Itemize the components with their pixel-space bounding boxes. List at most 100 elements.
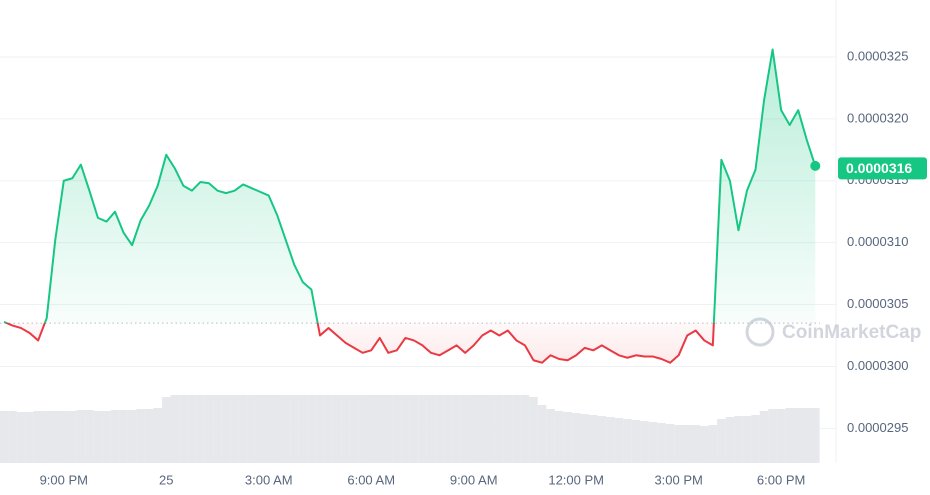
volume-bar: [691, 425, 701, 463]
volume-bar: [469, 395, 478, 463]
volume-bar: [153, 408, 162, 463]
x-tick-label: 12:00 PM: [548, 472, 604, 487]
volume-bar: [571, 413, 581, 463]
volume-bar: [170, 395, 180, 463]
volume-bar: [264, 395, 274, 463]
volume-bar: [409, 395, 419, 463]
volume-bar: [486, 395, 496, 463]
volume-bar: [25, 412, 34, 463]
volume-bar: [50, 411, 60, 463]
y-tick-label: 0.0000325: [847, 48, 908, 63]
y-tick-label: 0.0000310: [847, 234, 908, 249]
volume-bar: [477, 395, 487, 463]
volume-bar: [606, 417, 615, 463]
last-point: [810, 160, 821, 171]
volume-bar: [742, 416, 752, 463]
volume-bar: [290, 395, 299, 463]
volume-bar: [68, 411, 77, 463]
volume-bar: [196, 395, 205, 463]
volume-bar: [93, 411, 103, 463]
volume-bar: [811, 408, 820, 463]
x-tick-label: 25: [159, 472, 173, 487]
volume-bar: [674, 425, 683, 463]
volume-bar: [435, 395, 444, 463]
volume-bar: [495, 395, 504, 463]
volume-bar: [255, 395, 265, 463]
volume-bar: [700, 426, 709, 463]
price-tag-label: 0.0000316: [846, 160, 912, 176]
volume-bar: [179, 395, 188, 463]
volume-bar: [520, 395, 530, 463]
volume-bar: [110, 410, 120, 463]
volume-bar: [341, 395, 350, 463]
volume-bar: [537, 405, 547, 463]
y-tick-label: 0.0000300: [847, 358, 908, 373]
volume-bar: [426, 395, 436, 463]
volume-bar: [119, 410, 128, 463]
volume-bar: [580, 414, 589, 463]
volume-bar: [307, 395, 316, 463]
volume-bar: [127, 410, 137, 463]
volume-bar: [349, 395, 359, 463]
volume-bar: [213, 395, 222, 463]
volume-bar: [332, 395, 342, 463]
x-tick-label: 6:00 AM: [347, 472, 395, 487]
volume-bar: [366, 395, 376, 463]
x-tick-label: 9:00 PM: [40, 472, 88, 487]
volume-bar: [759, 411, 769, 463]
volume-bar: [546, 409, 555, 463]
volume-bar: [640, 421, 649, 463]
volume-bar: [802, 408, 812, 463]
volume-bar: [42, 411, 51, 463]
volume-bar: [392, 395, 402, 463]
volume-bar: [59, 411, 69, 463]
volume-bar: [281, 395, 291, 463]
volume-bar: [230, 395, 239, 463]
volume-bar: [187, 395, 197, 463]
volume-bar: [161, 397, 171, 463]
volume-bar: [273, 395, 282, 463]
volume-bar: [588, 415, 598, 463]
x-tick-label: 6:00 PM: [757, 472, 805, 487]
volume-bar: [529, 397, 538, 463]
y-tick-label: 0.0000320: [847, 110, 908, 125]
volume-bar: [144, 409, 154, 463]
volume-bar: [136, 409, 145, 463]
volume-bar: [247, 395, 256, 463]
volume-bar: [85, 410, 94, 463]
volume-bar: [725, 417, 735, 463]
volume-bar: [102, 411, 111, 463]
x-tick-label: 3:00 AM: [245, 472, 293, 487]
volume-bar: [657, 423, 666, 463]
x-tick-label: 3:00 PM: [654, 472, 702, 487]
volume-bar: [76, 410, 86, 463]
volume-bar: [682, 425, 692, 463]
price-tag: [838, 157, 927, 180]
price-area: [4, 49, 816, 363]
volume-bar: [8, 411, 17, 463]
volume-bar: [665, 424, 675, 463]
volume-bar: [785, 408, 794, 463]
volume-bar: [384, 395, 393, 463]
volume-bar: [648, 422, 658, 463]
volume-bar: [375, 395, 385, 463]
volume-bar: [776, 409, 786, 463]
volume-bar: [554, 411, 564, 463]
volume-bar: [33, 411, 43, 463]
volume-bar: [768, 409, 777, 463]
volume-bar: [751, 415, 760, 463]
volume-bar: [503, 395, 513, 463]
watermark-text: CoinMarketCap: [782, 322, 921, 343]
volume-bar: [238, 395, 248, 463]
volume-bar: [315, 395, 325, 463]
volume-bar: [460, 395, 470, 463]
volume-bar: [717, 419, 726, 463]
volume-bar: [443, 395, 453, 463]
volume-bar: [418, 395, 427, 463]
volume-bar: [452, 395, 461, 463]
volume-bar: [512, 395, 521, 463]
x-tick-label: 9:00 AM: [450, 472, 498, 487]
y-tick-label: 0.0000295: [847, 420, 908, 435]
volume-bar: [631, 420, 641, 463]
